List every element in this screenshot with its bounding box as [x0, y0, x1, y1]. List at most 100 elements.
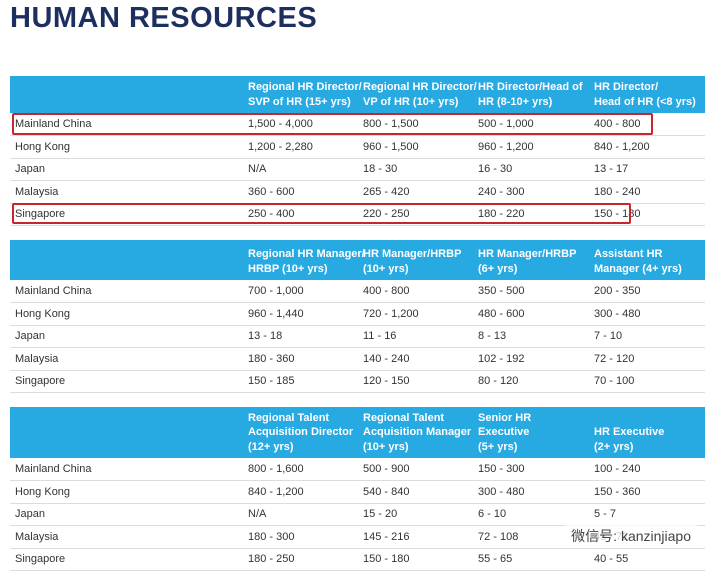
- cell-value: 150 - 180: [594, 208, 641, 220]
- cell-value: 720 - 1,200: [363, 307, 419, 320]
- cell-value: 7 - 10: [594, 330, 623, 342]
- header-line: Regional HR Manager/: [248, 248, 365, 260]
- cell-value: 145 - 216: [363, 530, 410, 543]
- column-header: HR Manager/HRBP (10+ yrs): [363, 240, 475, 276]
- header-line: VP of HR (10+ yrs): [363, 95, 459, 108]
- page-title: HUMAN RESOURCES: [10, 2, 318, 34]
- cell-value: 1,200 - 2,280: [248, 140, 313, 153]
- cell-value: 180 - 240: [594, 185, 641, 198]
- cell-value: 800 - 1,600: [248, 463, 304, 475]
- cell-value: 500 - 900: [363, 463, 410, 475]
- cell-value: 102 - 192: [478, 352, 525, 365]
- cell-value: 8 - 13: [478, 330, 507, 342]
- cell-value: 960 - 1,500: [363, 140, 419, 153]
- row-label: Japan: [15, 330, 45, 342]
- table-row: Mainland China 800 - 1,600 500 - 900 150 - …: [10, 458, 705, 481]
- row-label: Singapore: [15, 375, 66, 387]
- row-label: Mainland China: [15, 118, 92, 130]
- header-line: Regional Talent: [248, 411, 330, 424]
- row-label: Japan: [15, 163, 45, 175]
- header-line: HR Manager/HRBP: [363, 248, 462, 260]
- cell-value: 13 - 18: [248, 330, 283, 342]
- cell-value: 120 - 150: [363, 375, 410, 387]
- cell-value: 150 - 300: [478, 463, 525, 475]
- header-line: (6+ yrs): [478, 262, 518, 275]
- row-label: Mainland China: [15, 285, 92, 297]
- row-label: Mainland China: [15, 463, 92, 475]
- header-line: HR Executive: [594, 426, 665, 438]
- cell-value: 150 - 180: [363, 553, 410, 565]
- cell-value: 840 - 1,200: [248, 485, 304, 498]
- row-label: Malaysia: [15, 185, 59, 198]
- column-header: Regional Talent Acquisition Manager (10+ y…: [363, 407, 475, 454]
- highlight-box: [12, 203, 631, 224]
- cell-value: 400 - 800: [594, 118, 641, 130]
- cell-value: 140 - 240: [363, 352, 410, 365]
- cell-value: 1,500 - 4,000: [248, 118, 313, 130]
- header-line: HRBP (10+ yrs): [248, 262, 328, 275]
- row-label: Singapore: [15, 208, 66, 220]
- cell-value: N/A: [248, 163, 267, 175]
- header-line: Regional Talent: [363, 411, 445, 424]
- cell-value: 100 - 240: [594, 463, 641, 475]
- cell-value: 180 - 300: [248, 530, 295, 543]
- table-row: Japan N/A 18 - 30 16 - 30 13 - 17: [10, 158, 705, 181]
- column-header: Regional Talent Acquisition Director (12+ …: [248, 407, 360, 454]
- table-row: Singapore 250 - 400 220 - 250 180 - 220 150 …: [10, 203, 705, 226]
- cell-value: 350 - 500: [478, 285, 525, 297]
- cell-value: 300 - 480: [594, 307, 641, 320]
- cell-value: 16 - 30: [478, 163, 513, 175]
- table-header: Regional HR Manager/HRBP (10+ yrs) HR Man…: [10, 240, 705, 280]
- header-line: HR (8-10+ yrs): [478, 95, 553, 108]
- column-header: Regional HR Manager/HRBP (10+ yrs): [248, 240, 365, 276]
- cell-value: 13 - 17: [594, 163, 629, 175]
- cell-value: 360 - 600: [248, 185, 295, 198]
- header-line: HR Director/Head of: [478, 81, 583, 93]
- header-line: Assistant HR: [594, 248, 663, 260]
- table-row: Hong Kong 960 - 1,440 720 - 1,200 480 - 600…: [10, 303, 705, 326]
- column-header: Assistant HR Manager (4+ yrs): [594, 240, 706, 276]
- header-line: Regional HR Director/: [248, 81, 362, 93]
- cell-value: 150 - 360: [594, 485, 641, 498]
- cell-value: 240 - 300: [478, 185, 525, 198]
- column-header: HR Manager/HRBP (6+ yrs): [478, 240, 590, 276]
- cell-value: 960 - 1,440: [248, 307, 304, 320]
- cell-value: 540 - 840: [363, 485, 410, 498]
- cell-value: N/A: [248, 508, 267, 520]
- row-label: Singapore: [15, 553, 66, 565]
- cell-value: 265 - 420: [363, 185, 410, 198]
- header-line: (12+ yrs): [248, 440, 294, 453]
- column-header: HR Director/Head of HR (8-10+ yrs): [478, 76, 590, 109]
- cell-value: 80 - 120: [478, 375, 519, 387]
- table-row: Malaysia 180 - 360 140 - 240 102 - 192 72 - …: [10, 348, 705, 371]
- header-line: (5+ yrs): [478, 440, 518, 453]
- cell-value: 11 - 16: [363, 330, 397, 342]
- cell-value: 180 - 220: [478, 208, 525, 220]
- cell-value: 40 - 55: [594, 553, 629, 565]
- header-line: Executive: [478, 426, 530, 438]
- column-header: Regional HR Director/VP of HR (10+ yrs): [363, 76, 477, 109]
- cell-value: 70 - 100: [594, 375, 635, 387]
- cell-value: 15 - 20: [363, 508, 398, 520]
- cell-value: 18 - 30: [363, 163, 398, 175]
- row-label: Hong Kong: [15, 307, 71, 320]
- cell-value: 700 - 1,000: [248, 285, 304, 297]
- cell-value: 180 - 250: [248, 553, 295, 565]
- cell-value: 220 - 250: [363, 208, 410, 220]
- table-header: Regional Talent Acquisition Director (12+ …: [10, 407, 705, 458]
- table-row: Malaysia 360 - 600 265 - 420 240 - 300 180 -…: [10, 181, 705, 204]
- header-line: Acquisition Director: [248, 426, 354, 438]
- row-label: Malaysia: [15, 530, 59, 543]
- cell-value: 55 - 65: [478, 553, 513, 565]
- cell-value: 800 - 1,500: [363, 118, 419, 130]
- cell-value: 5 - 7: [594, 508, 617, 520]
- column-header: Regional HR Director/SVP of HR (15+ yrs): [248, 76, 362, 109]
- cell-value: 72 - 108: [478, 530, 519, 543]
- header-line: Senior HR: [478, 411, 532, 424]
- cell-value: 72 - 120: [594, 352, 635, 365]
- header-line: HR Manager/HRBP: [478, 248, 577, 260]
- highlight-box: [12, 113, 653, 135]
- table-row: Japan N/A 15 - 20 6 - 10 5 - 7: [10, 503, 705, 526]
- header-line: HR Director/: [594, 81, 659, 93]
